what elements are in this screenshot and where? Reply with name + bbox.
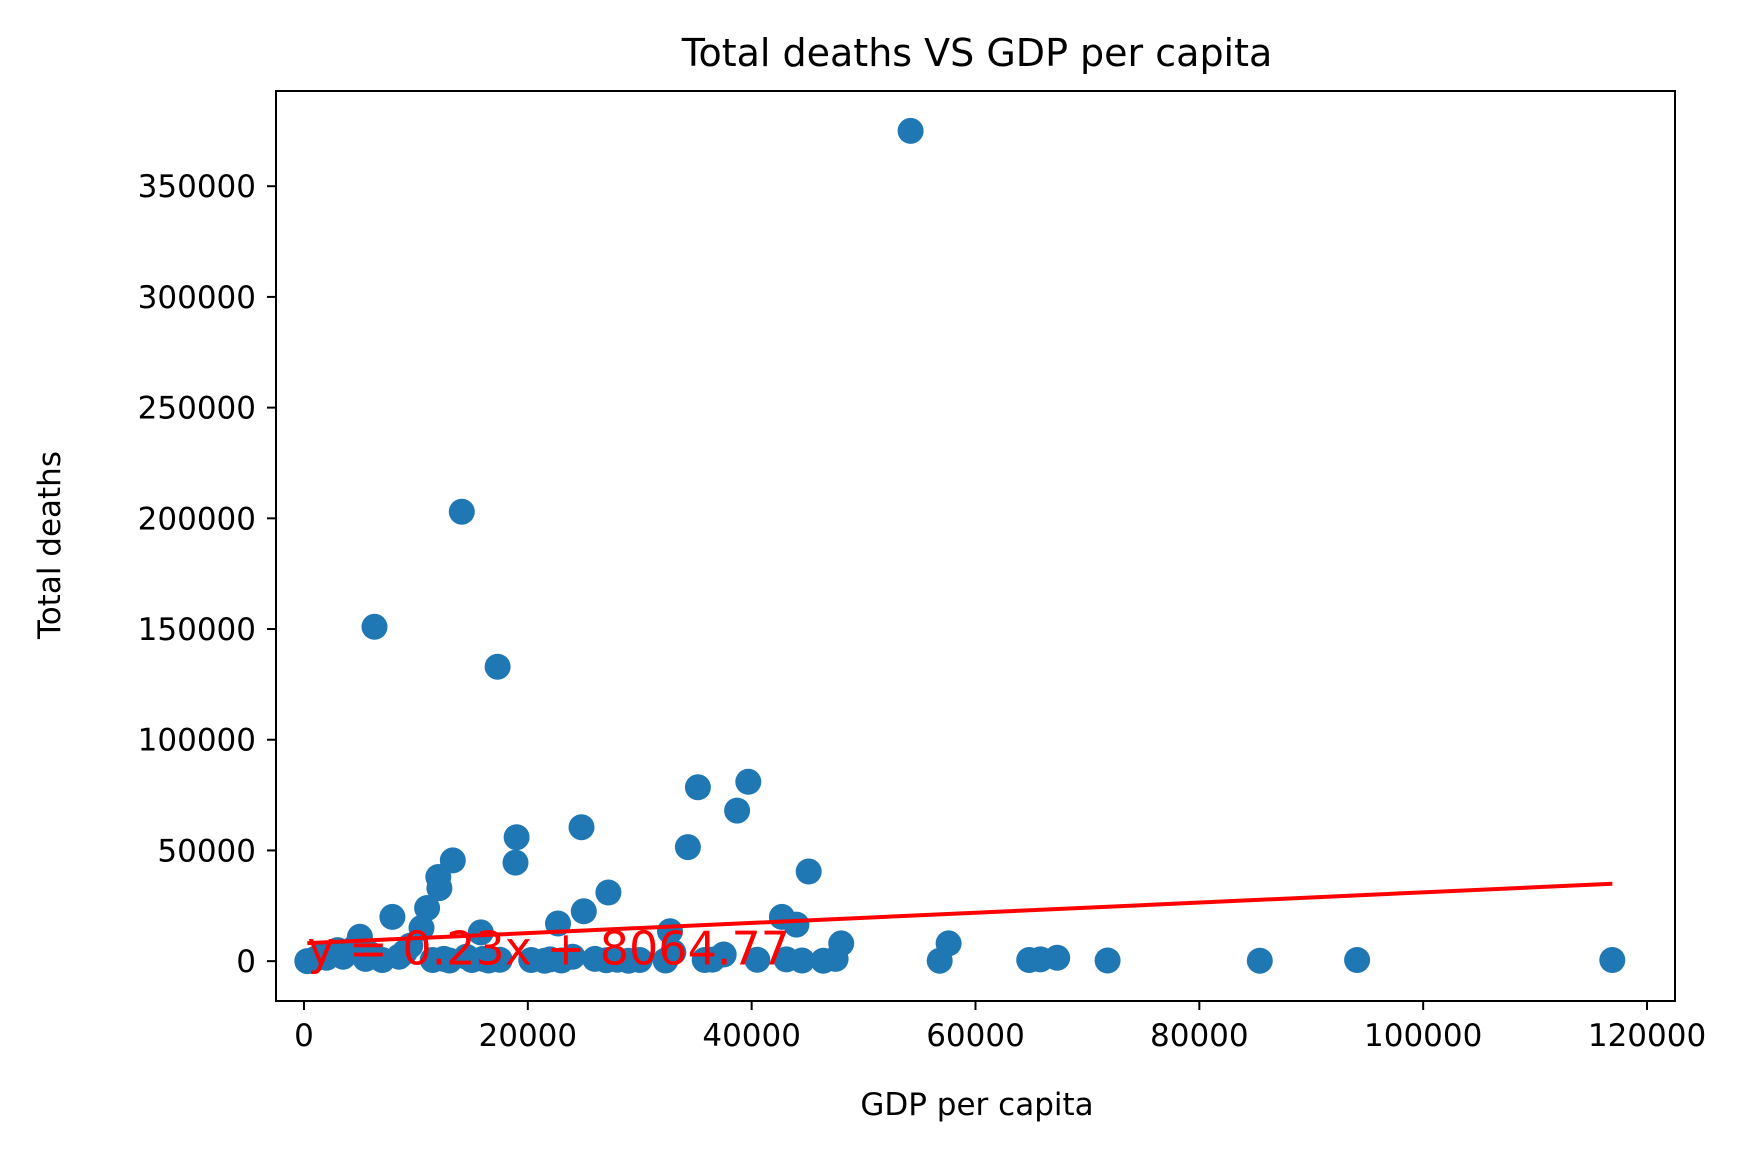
data-point [570, 898, 597, 925]
data-point [710, 941, 737, 968]
data-point [467, 919, 494, 946]
x-tick-label: 20000 [479, 1018, 578, 1054]
data-point [724, 797, 751, 824]
data-point [1027, 946, 1054, 973]
data-point [1599, 947, 1626, 973]
data-point [448, 498, 475, 525]
plot-area: y = 0.23x + 8064.77 [294, 117, 1626, 975]
data-point [426, 875, 453, 902]
y-tick-label: 300000 [138, 280, 256, 316]
data-point [361, 613, 388, 640]
regression-equation-label: y = 0.23x + 8064.77 [307, 921, 790, 975]
data-point [379, 903, 406, 930]
x-tick-label: 60000 [926, 1018, 1025, 1054]
x-tick-label: 80000 [1150, 1018, 1249, 1054]
y-tick-label: 200000 [138, 501, 256, 537]
data-point [897, 117, 924, 144]
data-point [674, 834, 701, 861]
y-tick-label: 250000 [138, 391, 256, 427]
data-point [744, 946, 771, 973]
data-point [795, 858, 822, 885]
y-tick-label: 150000 [138, 612, 256, 648]
data-point [502, 849, 529, 876]
data-point [735, 768, 762, 795]
x-tick-label: 40000 [702, 1018, 801, 1054]
data-point [660, 939, 687, 966]
data-point [1344, 947, 1371, 973]
data-point [789, 947, 815, 974]
y-tick-label: 0 [236, 944, 256, 980]
y-axis-title: Total deaths [32, 451, 68, 640]
data-point [626, 947, 653, 973]
data-point [1246, 947, 1273, 974]
y-tick-label: 100000 [138, 723, 256, 759]
data-point [926, 947, 953, 974]
axes: 0 20000 40000 60000 80000 100000 120000 0 50000 1… [138, 90, 1706, 1054]
x-tick-label: 100000 [1364, 1018, 1482, 1054]
x-axis-title: GDP per capita [860, 1087, 1093, 1123]
regression-line [307, 881, 1613, 946]
x-tick-label: 0 [294, 1018, 314, 1054]
data-point [595, 879, 622, 906]
data-point [568, 814, 595, 841]
data-point [486, 946, 513, 973]
data-point [822, 945, 849, 972]
x-tick-label: 120000 [1588, 1018, 1706, 1054]
data-point [684, 774, 711, 801]
data-point [1094, 947, 1121, 974]
data-point [783, 911, 810, 938]
data-point [484, 653, 511, 680]
y-tick-label: 350000 [138, 169, 256, 205]
y-tick-label: 50000 [157, 833, 256, 869]
data-point [559, 943, 586, 970]
data-point [503, 824, 530, 851]
data-point [414, 895, 441, 921]
chart-title: Total deaths VS GDP per capita [681, 31, 1273, 75]
